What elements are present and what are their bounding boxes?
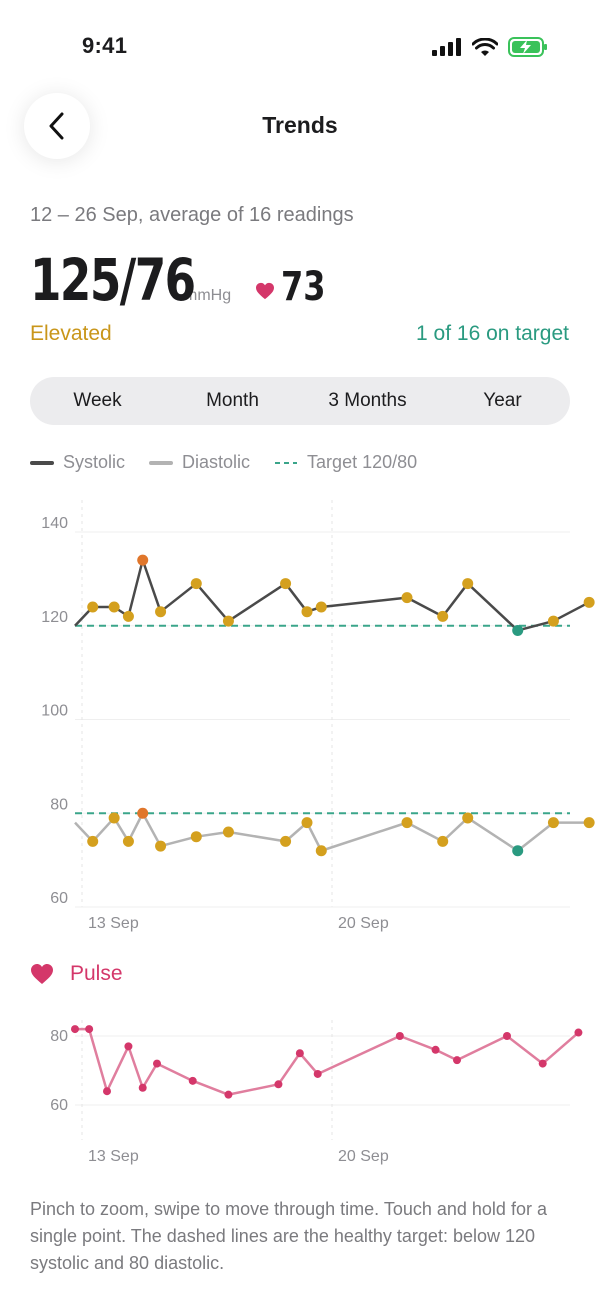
systolic-point xyxy=(462,578,474,590)
period-3-months[interactable]: 3 Months xyxy=(328,390,407,411)
pulse-point xyxy=(453,1056,461,1065)
pulse-point xyxy=(124,1042,133,1051)
y-tick-label: 140 xyxy=(41,515,68,532)
period-selector: Week Month 3 Months Year xyxy=(30,377,570,425)
diastolic-point xyxy=(315,845,327,857)
status-time: 9:41 xyxy=(82,33,128,58)
systolic-point xyxy=(155,606,167,618)
x-tick-label: 13 Sep xyxy=(88,915,139,932)
y-tick-label: 120 xyxy=(41,609,68,626)
systolic-point xyxy=(301,606,313,618)
cellular-signal-icon xyxy=(432,38,461,56)
systolic-point xyxy=(401,592,413,604)
page-title: Trends xyxy=(262,112,338,138)
status-icons xyxy=(432,37,548,57)
bp-chart[interactable]: 140 120 100 80 60 13 Sep 20 Sep xyxy=(0,490,600,940)
target-swatch xyxy=(275,461,298,464)
pulse-point xyxy=(503,1032,511,1040)
y-tick-label: 80 xyxy=(50,796,68,813)
heart-icon xyxy=(256,282,275,300)
pulse-point xyxy=(188,1076,197,1085)
pulse-section-title: Pulse xyxy=(70,962,123,985)
diastolic-swatch xyxy=(149,460,174,465)
pulse-point xyxy=(395,1032,404,1040)
bp-average-value: 125/76 xyxy=(30,246,196,314)
legend-systolic-label: Systolic xyxy=(63,452,126,472)
bp-unit: mmHg xyxy=(184,287,232,304)
diastolic-point xyxy=(155,840,167,852)
systolic-point xyxy=(315,601,327,613)
chart-instructions: Pinch to zoom, swipe to move through tim… xyxy=(30,1199,547,1273)
systolic-point xyxy=(547,615,559,627)
diastolic-point xyxy=(280,835,292,847)
chevron-left-icon xyxy=(49,112,64,140)
pulse-point xyxy=(431,1045,440,1054)
diastolic-point xyxy=(122,835,134,847)
diastolic-point xyxy=(401,817,413,829)
pulse-point xyxy=(274,1080,283,1089)
diastolic-point xyxy=(512,845,524,857)
pulse-point xyxy=(224,1090,233,1099)
bp-category: Elevated xyxy=(30,322,112,345)
systolic-point xyxy=(137,554,149,566)
pulse-point xyxy=(71,1025,79,1034)
systolic-point xyxy=(190,578,202,590)
diastolic-point xyxy=(222,826,234,838)
diastolic-point xyxy=(462,812,474,824)
pulse-point xyxy=(313,1069,322,1078)
pulse-point xyxy=(85,1025,94,1034)
systolic-point xyxy=(108,601,120,613)
y-tick-label: 100 xyxy=(41,703,68,720)
systolic-point xyxy=(222,615,234,627)
systolic-point xyxy=(583,596,595,608)
diastolic-point xyxy=(190,831,202,843)
pulse-chart[interactable]: 80 60 13 Sep 20 Sep xyxy=(0,1000,600,1180)
systolic-point xyxy=(512,624,524,636)
diastolic-point xyxy=(437,835,449,847)
pulse-point xyxy=(295,1049,304,1058)
pulse-y-tick-label: 80 xyxy=(50,1028,68,1045)
diastolic-point xyxy=(108,812,120,824)
back-button[interactable] xyxy=(24,93,90,159)
diastolic-point xyxy=(583,817,595,829)
period-year[interactable]: Year xyxy=(483,390,522,411)
diastolic-point xyxy=(87,835,99,847)
wifi-icon xyxy=(472,37,498,56)
date-range-summary: 12 – 26 Sep, average of 16 readings xyxy=(30,204,354,226)
pulse-x-tick-label: 20 Sep xyxy=(338,1148,389,1165)
x-tick-label: 20 Sep xyxy=(338,915,389,932)
on-target-count: 1 of 16 on target xyxy=(416,322,569,345)
pulse-line xyxy=(75,1027,580,1096)
systolic-swatch xyxy=(30,460,54,465)
chart-legend: Systolic Diastolic Target 120/80 xyxy=(30,452,441,473)
systolic-point xyxy=(280,578,292,590)
legend-target: Target 120/80 xyxy=(274,452,417,473)
pulse-average-value: 73 xyxy=(281,264,326,310)
legend-diastolic-label: Diastolic xyxy=(182,452,251,472)
pulse-section-header: Pulse xyxy=(30,962,123,986)
period-month[interactable]: Month xyxy=(206,390,259,411)
diastolic-point xyxy=(301,817,313,829)
pulse-point xyxy=(153,1059,161,1068)
systolic-point xyxy=(122,610,134,622)
average-reading: 125/76 mmHg 73 xyxy=(30,246,337,314)
diastolic-point xyxy=(547,817,559,829)
legend-diastolic: Diastolic xyxy=(149,452,250,473)
pulse-y-tick-label: 60 xyxy=(50,1097,68,1114)
systolic-point xyxy=(87,601,99,613)
diastolic-point xyxy=(137,807,149,819)
pulse-point xyxy=(103,1087,111,1096)
pulse-x-tick-label: 13 Sep xyxy=(88,1148,139,1165)
pulse-point xyxy=(138,1083,147,1092)
pulse-point xyxy=(574,1028,583,1037)
period-week[interactable]: Week xyxy=(73,390,122,411)
legend-systolic: Systolic xyxy=(30,452,125,473)
pulse-point xyxy=(538,1059,547,1068)
heart-icon xyxy=(31,964,53,984)
systolic-point xyxy=(437,610,449,622)
legend-target-label: Target 120/80 xyxy=(307,452,418,472)
battery-charging-icon xyxy=(508,37,547,57)
y-tick-label: 60 xyxy=(50,890,68,907)
